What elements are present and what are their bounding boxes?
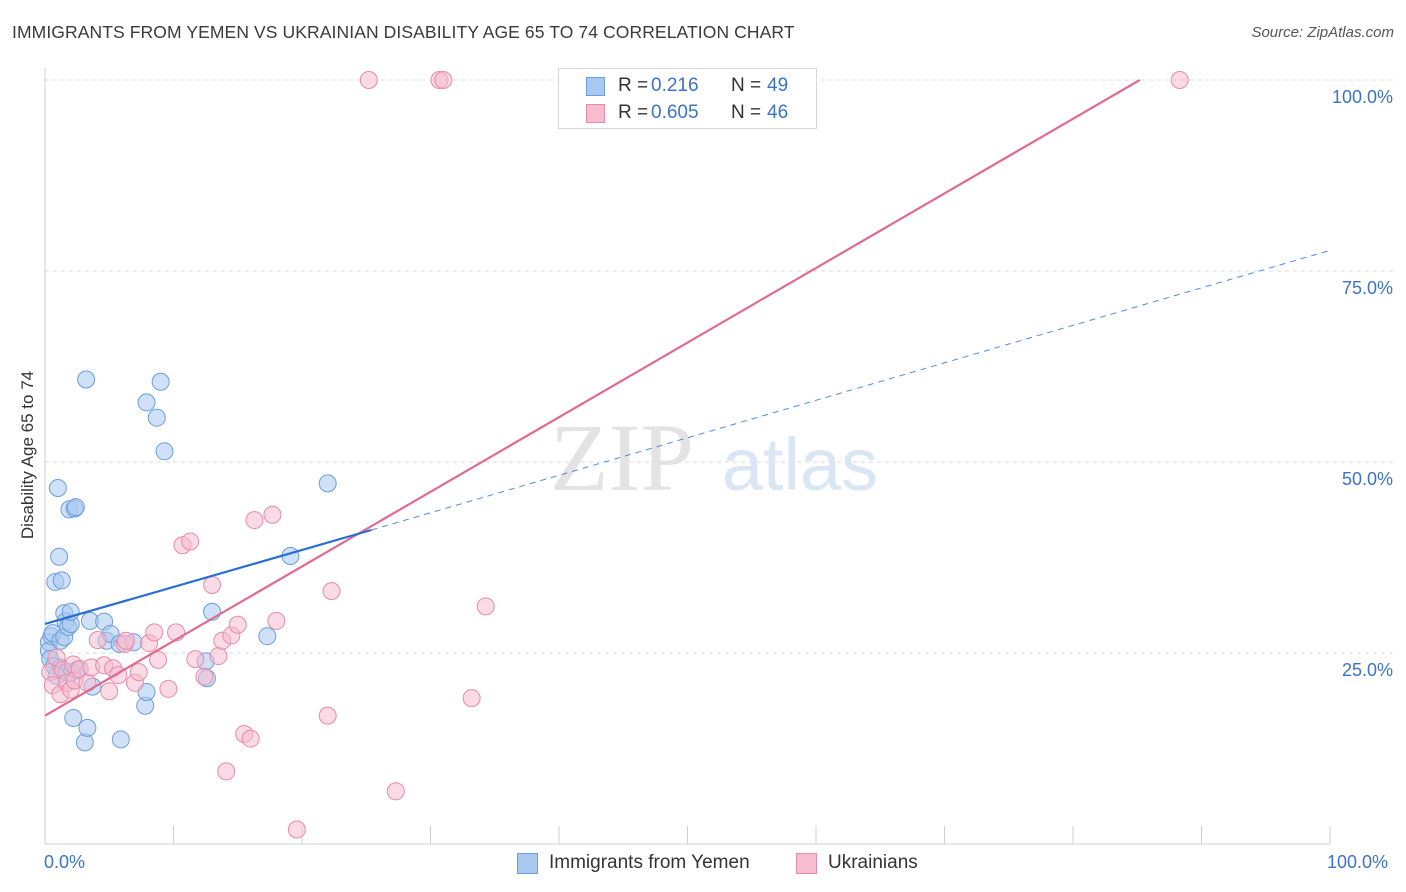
series-ukrainians-points xyxy=(41,71,1189,839)
data-point xyxy=(245,511,264,530)
r-value: 0.216 xyxy=(651,75,699,96)
grid xyxy=(45,79,1394,654)
data-point xyxy=(318,706,337,725)
series-yemen-points xyxy=(39,370,337,752)
source-note: Source: ZipAtlas.com xyxy=(1251,24,1394,41)
data-point xyxy=(181,532,200,551)
data-point xyxy=(386,782,405,801)
n-label: N = xyxy=(731,75,762,96)
n-value: 49 xyxy=(767,75,789,96)
data-point xyxy=(287,820,306,839)
data-point xyxy=(462,689,481,708)
y-tick-label-100: 100.0% xyxy=(1331,87,1393,107)
data-point xyxy=(476,597,495,616)
data-point xyxy=(48,478,67,497)
data-point xyxy=(64,708,83,727)
r-label: R = xyxy=(618,102,649,123)
data-point xyxy=(155,442,174,461)
data-point xyxy=(203,576,222,595)
data-point xyxy=(145,623,164,642)
data-point xyxy=(137,393,156,412)
legend-swatch-blue xyxy=(517,853,538,874)
legend-swatch-pink xyxy=(586,104,605,123)
y-tick-label-75: 75.0% xyxy=(1341,278,1393,298)
data-point xyxy=(241,729,260,748)
n-label: N = xyxy=(731,102,762,123)
legend-label: Immigrants from Yemen xyxy=(549,852,750,873)
y-axis-label: Disability Age 65 to 74 xyxy=(18,370,37,540)
correlation-legend: R = 0.216 N = 49 R = 0.605 N = 46 xyxy=(558,68,817,129)
r-label: R = xyxy=(618,75,649,96)
data-point xyxy=(263,505,282,524)
y-tick-label-25: 25.0% xyxy=(1341,660,1393,680)
data-point xyxy=(195,667,214,686)
x-tick-label-min: 0.0% xyxy=(44,852,86,872)
data-point xyxy=(116,631,135,650)
legend-swatch-pink xyxy=(796,853,817,874)
data-point xyxy=(100,682,119,701)
r-value: 0.605 xyxy=(651,102,699,123)
watermark: ZIP atlas xyxy=(550,404,878,511)
data-point xyxy=(78,718,97,737)
trendline-yemen xyxy=(44,528,372,626)
chart-title: IMMIGRANTS FROM YEMEN VS UKRAINIAN DISAB… xyxy=(12,22,795,42)
data-point xyxy=(318,474,337,493)
legend-swatch-blue xyxy=(586,77,605,96)
data-point xyxy=(147,408,166,427)
data-point xyxy=(77,370,96,389)
data-point xyxy=(322,582,341,601)
watermark-atlas: atlas xyxy=(722,423,878,506)
n-value: 46 xyxy=(767,102,789,123)
data-point xyxy=(52,571,71,590)
data-point xyxy=(149,650,168,669)
data-point xyxy=(267,611,286,630)
data-point xyxy=(258,627,277,646)
data-point xyxy=(209,647,228,666)
data-point xyxy=(66,498,85,517)
data-point xyxy=(151,372,170,391)
trendline-ukrainians xyxy=(44,79,1141,717)
y-tick-label-50: 50.0% xyxy=(1341,469,1393,489)
data-point xyxy=(1170,71,1189,89)
data-point xyxy=(359,71,378,89)
data-point xyxy=(186,650,205,669)
series-legend: Immigrants from Yemen Ukrainians xyxy=(0,852,1406,878)
data-point xyxy=(111,730,130,749)
trendlines xyxy=(44,79,1331,717)
data-point xyxy=(217,762,236,781)
data-point xyxy=(50,547,69,566)
data-point xyxy=(159,679,178,698)
data-point xyxy=(129,663,148,682)
data-point xyxy=(88,631,107,650)
trendline-yemen-extension xyxy=(371,249,1331,531)
watermark-zip: ZIP xyxy=(550,404,694,511)
x-tick-label-max: 100.0% xyxy=(1327,852,1389,872)
legend-label: Ukrainians xyxy=(828,852,918,873)
data-point xyxy=(434,71,453,89)
data-point xyxy=(228,615,247,634)
